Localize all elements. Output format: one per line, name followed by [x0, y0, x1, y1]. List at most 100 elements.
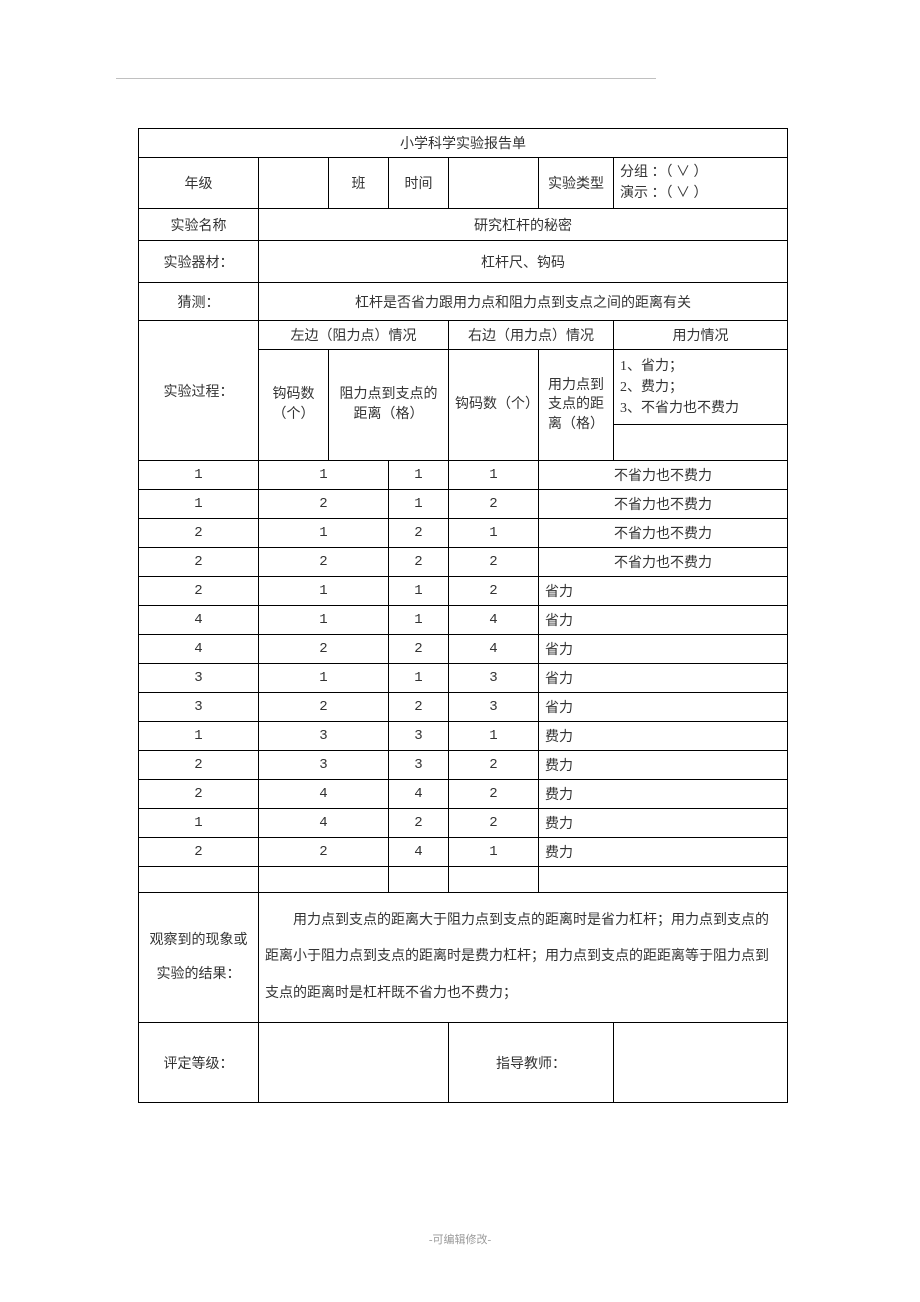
data-c4: 2	[449, 809, 539, 838]
data-c4: 1	[449, 461, 539, 490]
data-c4: 2	[449, 490, 539, 519]
data-c3: 2	[389, 635, 449, 664]
data-c2: 3	[259, 751, 389, 780]
data-c3: 4	[389, 780, 449, 809]
header-divider	[116, 78, 656, 79]
exp-name-label: 实验名称	[139, 209, 259, 241]
data-c2: 2	[259, 548, 389, 577]
data-c4: 3	[449, 664, 539, 693]
legend-cell: 1、省力； 2、费力； 3、不省力也不费力	[614, 350, 788, 425]
empty-result	[539, 867, 788, 893]
data-c3: 2	[389, 548, 449, 577]
force-header: 用力情况	[614, 321, 788, 350]
data-c1: 2	[139, 838, 259, 867]
sub-h1: 钩码数（个）	[259, 350, 329, 461]
observation-label-text: 观察到的现象或实验的结果：	[150, 933, 248, 982]
empty-c1	[139, 867, 259, 893]
data-c4: 2	[449, 548, 539, 577]
data-c4: 2	[449, 577, 539, 606]
empty-c4	[449, 867, 539, 893]
data-result: 费力	[539, 751, 788, 780]
legend-spacer	[614, 425, 788, 461]
data-c3: 3	[389, 722, 449, 751]
data-c3: 1	[389, 606, 449, 635]
data-c3: 1	[389, 664, 449, 693]
data-c4: 2	[449, 751, 539, 780]
data-c1: 2	[139, 548, 259, 577]
data-result: 不省力也不费力	[539, 490, 788, 519]
data-result: 省力	[539, 635, 788, 664]
data-c4: 4	[449, 635, 539, 664]
empty-c3	[389, 867, 449, 893]
time-value[interactable]	[449, 158, 539, 209]
data-c1: 2	[139, 577, 259, 606]
data-c1: 3	[139, 693, 259, 722]
data-result: 省力	[539, 606, 788, 635]
eval-label: 评定等级：	[139, 1023, 259, 1103]
data-c1: 1	[139, 809, 259, 838]
equipment-value: 杠杆尺、钩码	[259, 241, 788, 283]
data-c3: 2	[389, 693, 449, 722]
left-header: 左边（阻力点）情况	[259, 321, 449, 350]
data-c2: 2	[259, 838, 389, 867]
data-c3: 1	[389, 577, 449, 606]
observation-label: 观察到的现象或实验的结果：	[139, 893, 259, 1023]
data-c2: 4	[259, 809, 389, 838]
data-c1: 4	[139, 606, 259, 635]
data-result: 费力	[539, 838, 788, 867]
data-c1: 3	[139, 664, 259, 693]
data-c2: 2	[259, 635, 389, 664]
data-c2: 1	[259, 577, 389, 606]
data-result: 不省力也不费力	[539, 548, 788, 577]
data-c4: 1	[449, 722, 539, 751]
data-c3: 1	[389, 490, 449, 519]
data-c3: 1	[389, 461, 449, 490]
exp-type-options: 分组 ：（ ∨ ） 演示 ：（ ∨ ）	[614, 158, 788, 209]
data-c1: 2	[139, 519, 259, 548]
data-c1: 1	[139, 490, 259, 519]
grade-value[interactable]	[259, 158, 329, 209]
data-c2: 2	[259, 490, 389, 519]
right-header: 右边（用力点）情况	[449, 321, 614, 350]
data-result: 费力	[539, 780, 788, 809]
teacher-value[interactable]	[614, 1023, 788, 1103]
data-result: 费力	[539, 809, 788, 838]
report-table: 小学科学实验报告单 年级 班 时间 实验类型 分组 ：（ ∨ ） 演示 ：（ ∨…	[138, 128, 788, 1103]
data-c1: 2	[139, 751, 259, 780]
data-c3: 3	[389, 751, 449, 780]
data-c1: 2	[139, 780, 259, 809]
data-result: 省力	[539, 693, 788, 722]
data-c4: 2	[449, 780, 539, 809]
data-c4: 1	[449, 519, 539, 548]
teacher-label: 指导教师：	[449, 1023, 614, 1103]
empty-c2	[259, 867, 389, 893]
data-c4: 3	[449, 693, 539, 722]
data-c3: 4	[389, 838, 449, 867]
data-c2: 1	[259, 461, 389, 490]
data-c4: 1	[449, 838, 539, 867]
data-c1: 1	[139, 722, 259, 751]
guess-value: 杠杆是否省力跟用力点和阻力点到支点之间的距离有关	[259, 283, 788, 321]
data-result: 不省力也不费力	[539, 519, 788, 548]
data-c2: 4	[259, 780, 389, 809]
sub-h4: 用力点到支点的距离（格）	[539, 350, 614, 461]
sub-h2: 阻力点到支点的距离（格）	[329, 350, 449, 461]
equipment-label: 实验器材：	[139, 241, 259, 283]
data-c2: 3	[259, 722, 389, 751]
data-c4: 4	[449, 606, 539, 635]
data-result: 省力	[539, 664, 788, 693]
data-c2: 1	[259, 664, 389, 693]
data-result: 省力	[539, 577, 788, 606]
data-c2: 1	[259, 519, 389, 548]
data-c3: 2	[389, 519, 449, 548]
footer-text: -可编辑修改-	[0, 1231, 920, 1247]
eval-value[interactable]	[259, 1023, 449, 1103]
data-c3: 2	[389, 809, 449, 838]
data-result: 不省力也不费力	[539, 461, 788, 490]
guess-label: 猜测：	[139, 283, 259, 321]
data-c1: 4	[139, 635, 259, 664]
data-c2: 2	[259, 693, 389, 722]
process-label: 实验过程：	[139, 321, 259, 461]
observation-value: 用力点到支点的距离大于阻力点到支点的距离时是省力杠杆；用力点到支点的距离小于阻力…	[259, 893, 788, 1023]
report-title: 小学科学实验报告单	[139, 129, 788, 158]
